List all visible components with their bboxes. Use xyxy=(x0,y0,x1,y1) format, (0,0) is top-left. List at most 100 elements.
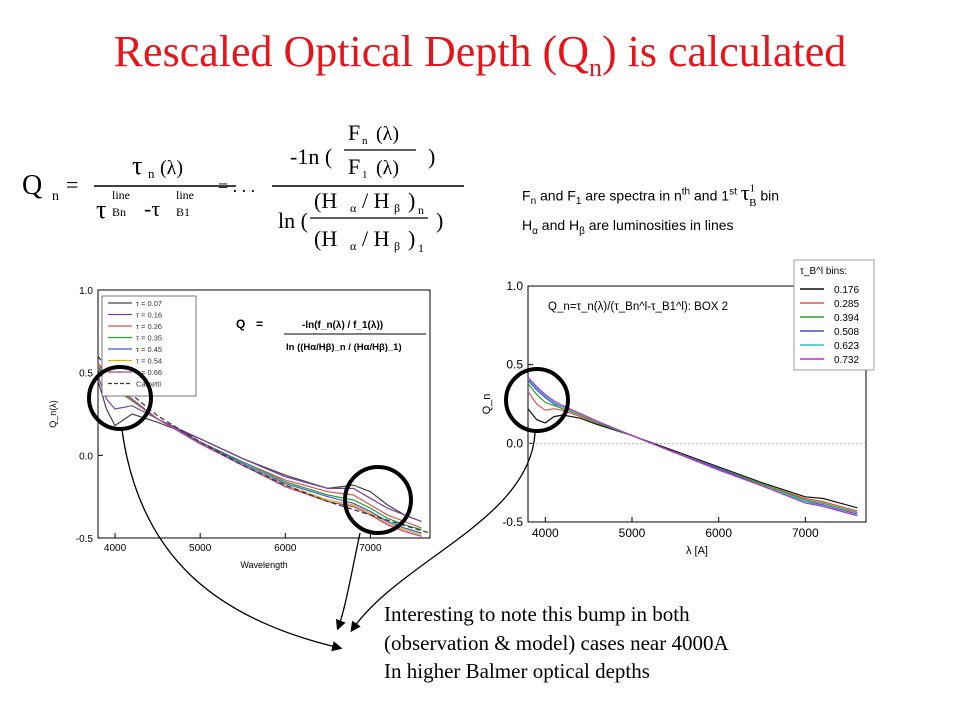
model-chart: 1.0 0.5 0.0 -0.5 4000 5000 6000 7000 λ [A] Q_n Q_n… xyxy=(481,259,875,557)
chart-title: Q_n=τ_n(λ)/(τ_Bn^l-τ_B1^l): BOX 2 xyxy=(548,301,728,313)
den1-tau-a: τ xyxy=(96,195,106,224)
y-tick-label: 1.0 xyxy=(79,286,93,297)
num2-top-sub: n xyxy=(362,135,368,147)
y-tick-label: -0.5 xyxy=(502,515,523,529)
bump-circle-observation-4000 xyxy=(87,365,153,431)
x-tick-label: 7000 xyxy=(792,526,819,540)
num2-close: ) xyxy=(428,144,435,169)
legend-entry: 0.176 xyxy=(834,285,859,296)
inset-formula-eq: = xyxy=(256,317,263,331)
bump-circle-observation-7000 xyxy=(343,465,413,535)
arrow-model-4000 xyxy=(350,432,536,633)
x-tick-label: 4000 xyxy=(104,543,127,554)
den2-top-alpha: α xyxy=(350,201,357,215)
plot-frame xyxy=(527,285,867,523)
legend-entry: 0.623 xyxy=(834,341,859,352)
plot-frame xyxy=(97,289,431,539)
legend-title: τ_B^l bins: xyxy=(800,266,847,277)
den2-bot-slash: / H xyxy=(362,226,390,251)
legend-box xyxy=(101,295,197,397)
y-axis-label: Q_n(λ) xyxy=(48,400,58,428)
y-tick-label: 1.0 xyxy=(506,279,523,293)
series-line-0.732 xyxy=(527,376,858,517)
bump-note-line-3: In higher Balmer optical depths xyxy=(384,659,650,683)
bump-circle-model-4000 xyxy=(504,367,570,433)
den2-bot-close: ) xyxy=(408,226,415,251)
legend-entry: τ = 0.16 xyxy=(136,311,162,320)
num1-arg: (λ) xyxy=(160,157,183,179)
den2-top-h: (H xyxy=(314,188,337,213)
slide-title: Rescaled Optical Depth (Qn) is calculate… xyxy=(113,27,847,82)
formula-eq-dots: = . . . xyxy=(218,176,255,196)
legend-entry: τ = 0.45 xyxy=(136,345,162,354)
series-line-0.07 xyxy=(97,380,422,523)
num2-bot-f: F xyxy=(348,154,360,179)
x-axis-label: Wavelength xyxy=(240,560,287,570)
arrow-observation-7000 xyxy=(335,532,361,631)
den2-top-close: ) xyxy=(408,188,415,213)
x-tick-label: 6000 xyxy=(274,543,297,554)
inset-formula-num: -ln(f_n(λ) / f_1(λ)) xyxy=(302,320,383,331)
x-axis-label: λ [A] xyxy=(686,545,708,557)
legend-entry: τ = 0.35 xyxy=(136,334,162,343)
tau-b1-symbol: τ1B xyxy=(740,180,757,209)
note-line-1: Fn and F1 are spectra in nth and 1st τ1B… xyxy=(522,180,779,209)
den2-bot-alpha: α xyxy=(350,239,357,253)
den2-bot-h: (H xyxy=(314,226,337,251)
y-axis-label: Q_n xyxy=(481,394,493,415)
den1-b-sup: line xyxy=(176,188,194,202)
den2-close: ) xyxy=(436,208,443,233)
x-tick-label: 4000 xyxy=(532,526,559,540)
legend-entry: τ = 0.07 xyxy=(136,299,162,308)
formula-lhs: Q xyxy=(22,170,42,201)
note-line-2: Hα and Hβ are luminosities in lines xyxy=(522,216,734,237)
series-line-0.16 xyxy=(97,375,422,523)
series-line-calzetti xyxy=(97,355,431,534)
num2-prefix: -1n ( xyxy=(290,144,332,169)
legend-entry: τ = 0.26 xyxy=(136,322,162,331)
bump-note: Interesting to note this bump in both (o… xyxy=(384,600,729,686)
x-tick-label: 5000 xyxy=(619,526,646,540)
legend-box xyxy=(793,259,875,371)
legend-entry: τ = 0.54 xyxy=(136,357,162,366)
observation-chart: 1.0 0.5 0.0 -0.5 4000 5000 6000 7000 Wavelength Q… xyxy=(48,286,431,570)
legend-entry: 0.285 xyxy=(834,299,859,310)
den1-a-sub: Bn xyxy=(112,205,126,219)
num2-bot-arg: (λ) xyxy=(376,157,399,179)
den2-bot-sub: 1 xyxy=(418,241,424,255)
bump-note-line-1: Interesting to note this bump in both xyxy=(384,602,690,626)
inset-formula-q: Q xyxy=(236,317,245,331)
y-tick-label: 0.5 xyxy=(506,358,523,372)
den2-top-beta: β xyxy=(394,201,400,215)
den1-b-sub: B1 xyxy=(176,205,190,219)
x-tick-label: 6000 xyxy=(705,526,732,540)
y-tick-label: -0.5 xyxy=(76,534,94,545)
den2-prefix: ln ( xyxy=(278,208,308,233)
den2-top-sub: n xyxy=(418,203,424,217)
y-tick-label: 0.5 xyxy=(79,369,93,380)
den2-top-slash: / H xyxy=(362,188,390,213)
den1-minus-tau: -τ xyxy=(144,196,160,221)
legend-entry: 0.508 xyxy=(834,327,859,338)
qn-formula: Q n = τ n (λ) τ line Bn -τ line B1 = . .… xyxy=(22,120,464,255)
x-tick-label: 7000 xyxy=(359,543,382,554)
bump-note-line-2: (observation & model) cases near 4000A xyxy=(384,630,729,655)
den1-a-sup: line xyxy=(112,188,130,202)
legend-entry: τ = 0.66 xyxy=(136,368,162,377)
num2-top-f: F xyxy=(348,120,360,145)
legend-entry: 0.732 xyxy=(834,355,859,366)
spectra-note: Fn and F1 are spectra in nth and 1st τ1B… xyxy=(522,178,779,243)
inset-formula-den: ln ((Hα/Hβ)_n / (Hα/Hβ)_1) xyxy=(286,342,402,353)
num2-bot-sub: 1 xyxy=(362,169,368,181)
legend-entry: 0.394 xyxy=(834,313,859,324)
x-tick-label: 5000 xyxy=(189,543,212,554)
arrow-observation-4000 xyxy=(121,429,343,652)
y-tick-label: 0.0 xyxy=(79,451,93,462)
y-tick-label: 0.0 xyxy=(506,436,523,450)
num1-tau: τ xyxy=(132,151,142,180)
formula-lhs-sub: n xyxy=(52,189,59,204)
formula-eq-1: = xyxy=(66,172,78,197)
num2-top-arg: (λ) xyxy=(376,123,399,145)
num1-sub: n xyxy=(148,166,155,181)
